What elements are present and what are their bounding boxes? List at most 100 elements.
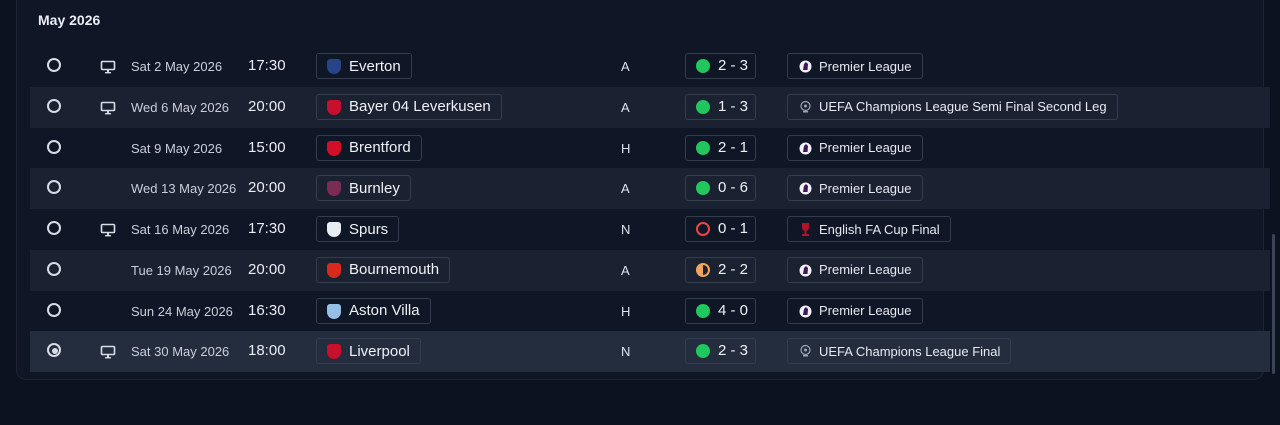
fixture-row[interactable]: Wed 6 May 2026 20:00 Bayer 04 Leverkusen A 1… [30, 86, 1270, 128]
team-crest-icon [327, 181, 341, 197]
result-button[interactable]: 2 - 2 [685, 256, 756, 283]
result-button[interactable]: 0 - 6 [685, 175, 756, 202]
fixture-time: 20:00 [248, 179, 286, 197]
competition-button[interactable]: Premier League [787, 175, 923, 202]
opponent-button[interactable]: Brentford [316, 134, 422, 161]
competition-button[interactable]: Premier League [787, 256, 923, 283]
opponent-button[interactable]: Everton [316, 53, 412, 79]
fixture-radio-button[interactable] [47, 343, 61, 358]
premier-league-icon [799, 59, 812, 74]
champions-league-icon [799, 100, 812, 115]
fixture-time: 17:30 [248, 220, 286, 237]
result-button[interactable]: 1 - 3 [685, 93, 756, 120]
team-crest-icon [327, 262, 341, 278]
competition-button[interactable]: English FA Cup Final [787, 216, 951, 242]
tv-icon [100, 345, 116, 359]
fixture-row[interactable]: Sat 16 May 2026 17:30 Spurs N 0 - 1 English F… [30, 209, 1270, 250]
opponent-button[interactable]: Spurs [316, 216, 400, 242]
fixture-time: 18:00 [248, 342, 286, 360]
fixture-radio-button[interactable] [47, 302, 61, 317]
team-crest-icon [327, 140, 341, 156]
competition-button[interactable]: UEFA Champions League Semi Final Second … [787, 93, 1118, 120]
fixture-date: Tue 19 May 2026 [131, 262, 232, 278]
scrollbar[interactable] [1272, 234, 1275, 374]
opponent-name: Everton [349, 57, 401, 75]
fixture-row[interactable]: Sat 2 May 2026 17:30 Everton A 2 - 3 Premier … [30, 46, 1270, 87]
result-button[interactable]: 2 - 3 [685, 338, 756, 365]
fixture-row[interactable]: Tue 19 May 2026 20:00 Bournemouth A 2 - 2 Pre… [30, 249, 1270, 291]
fixture-radio-button[interactable] [47, 98, 61, 113]
opponent-name: Brentford [349, 139, 411, 156]
premier-league-icon [799, 263, 812, 278]
opponent-button[interactable]: Burnley [316, 175, 411, 202]
result-win-icon [696, 303, 710, 318]
tv-icon [100, 223, 116, 237]
fixture-time: 20:00 [248, 97, 286, 115]
competition-name: Premier League [819, 180, 912, 196]
competition-button[interactable]: Premier League [787, 297, 923, 324]
competition-button[interactable]: Premier League [787, 53, 923, 79]
fixture-list: Sat 2 May 2026 17:30 Everton A 2 - 3 Premier … [30, 46, 1270, 372]
competition-name: Premier League [819, 303, 912, 318]
result-win-icon [696, 99, 710, 114]
premier-league-icon [799, 181, 812, 196]
opponent-button[interactable]: Liverpool [316, 338, 421, 365]
result-button[interactable]: 2 - 1 [685, 134, 756, 161]
opponent-name: Bayer 04 Leverkusen [349, 98, 491, 116]
venue: A [621, 59, 630, 74]
fixture-row[interactable]: Wed 13 May 2026 20:00 Burnley A 0 - 6 Premier… [30, 168, 1270, 209]
fixture-date: Sat 2 May 2026 [131, 59, 223, 74]
fixture-radio-button[interactable] [47, 261, 61, 276]
fixture-radio-button[interactable] [47, 221, 61, 235]
score: 4 - 0 [718, 301, 749, 319]
team-crest-icon [327, 344, 341, 360]
fixture-time: 17:30 [248, 57, 286, 74]
venue: H [621, 303, 631, 319]
premier-league-icon [799, 141, 812, 156]
premier-league-icon [799, 304, 812, 319]
fixture-row[interactable]: Sun 24 May 2026 16:30 Aston Villa H 4 - 0 Pre… [30, 291, 1270, 332]
fixture-row[interactable]: Sat 30 May 2026 18:00 Liverpool N 2 - 3 UEFA … [30, 331, 1270, 372]
result-button[interactable]: 2 - 3 [685, 53, 756, 79]
result-button[interactable]: 0 - 1 [685, 216, 756, 242]
score: 2 - 1 [718, 138, 749, 156]
tv-icon [100, 101, 116, 115]
team-crest-icon [327, 99, 341, 115]
competition-button[interactable]: UEFA Champions League Final [787, 338, 1012, 365]
competition-name: English FA Cup Final [819, 221, 940, 237]
competition-name: UEFA Champions League Final [819, 343, 1001, 359]
fixture-date: Sat 16 May 2026 [131, 222, 230, 237]
competition-button[interactable]: Premier League [787, 134, 923, 161]
competition-name: Premier League [819, 140, 912, 155]
fixture-radio-button[interactable] [47, 58, 61, 72]
team-crest-icon [327, 303, 341, 319]
result-loss-icon [696, 222, 710, 236]
venue: N [621, 222, 631, 237]
fixture-radio-button[interactable] [47, 139, 61, 154]
venue: A [621, 99, 630, 115]
opponent-name: Spurs [349, 220, 389, 238]
result-button[interactable]: 4 - 0 [685, 297, 756, 324]
team-crest-icon [327, 59, 341, 74]
result-win-icon [696, 59, 710, 73]
fixture-time: 15:00 [248, 138, 286, 156]
opponent-button[interactable]: Bayer 04 Leverkusen [316, 93, 502, 120]
fixture-date: Sat 9 May 2026 [131, 140, 223, 156]
competition-name: Premier League [819, 58, 912, 74]
score: 2 - 3 [718, 342, 749, 360]
venue: H [621, 140, 631, 156]
opponent-name: Burnley [349, 179, 400, 197]
fixture-date: Wed 6 May 2026 [131, 99, 230, 115]
fa-cup-icon [799, 222, 812, 237]
venue: N [621, 344, 631, 360]
tv-icon [100, 60, 116, 74]
result-win-icon [696, 344, 710, 359]
result-draw-icon [696, 262, 710, 277]
opponent-button[interactable]: Bournemouth [316, 256, 451, 283]
opponent-name: Bournemouth [349, 261, 440, 279]
opponent-button[interactable]: Aston Villa [316, 297, 431, 324]
fixture-time: 16:30 [248, 301, 286, 319]
team-crest-icon [327, 222, 341, 237]
fixture-radio-button[interactable] [47, 180, 61, 195]
fixture-row[interactable]: Sat 9 May 2026 15:00 Brentford H 2 - 1 Premie… [30, 128, 1270, 169]
